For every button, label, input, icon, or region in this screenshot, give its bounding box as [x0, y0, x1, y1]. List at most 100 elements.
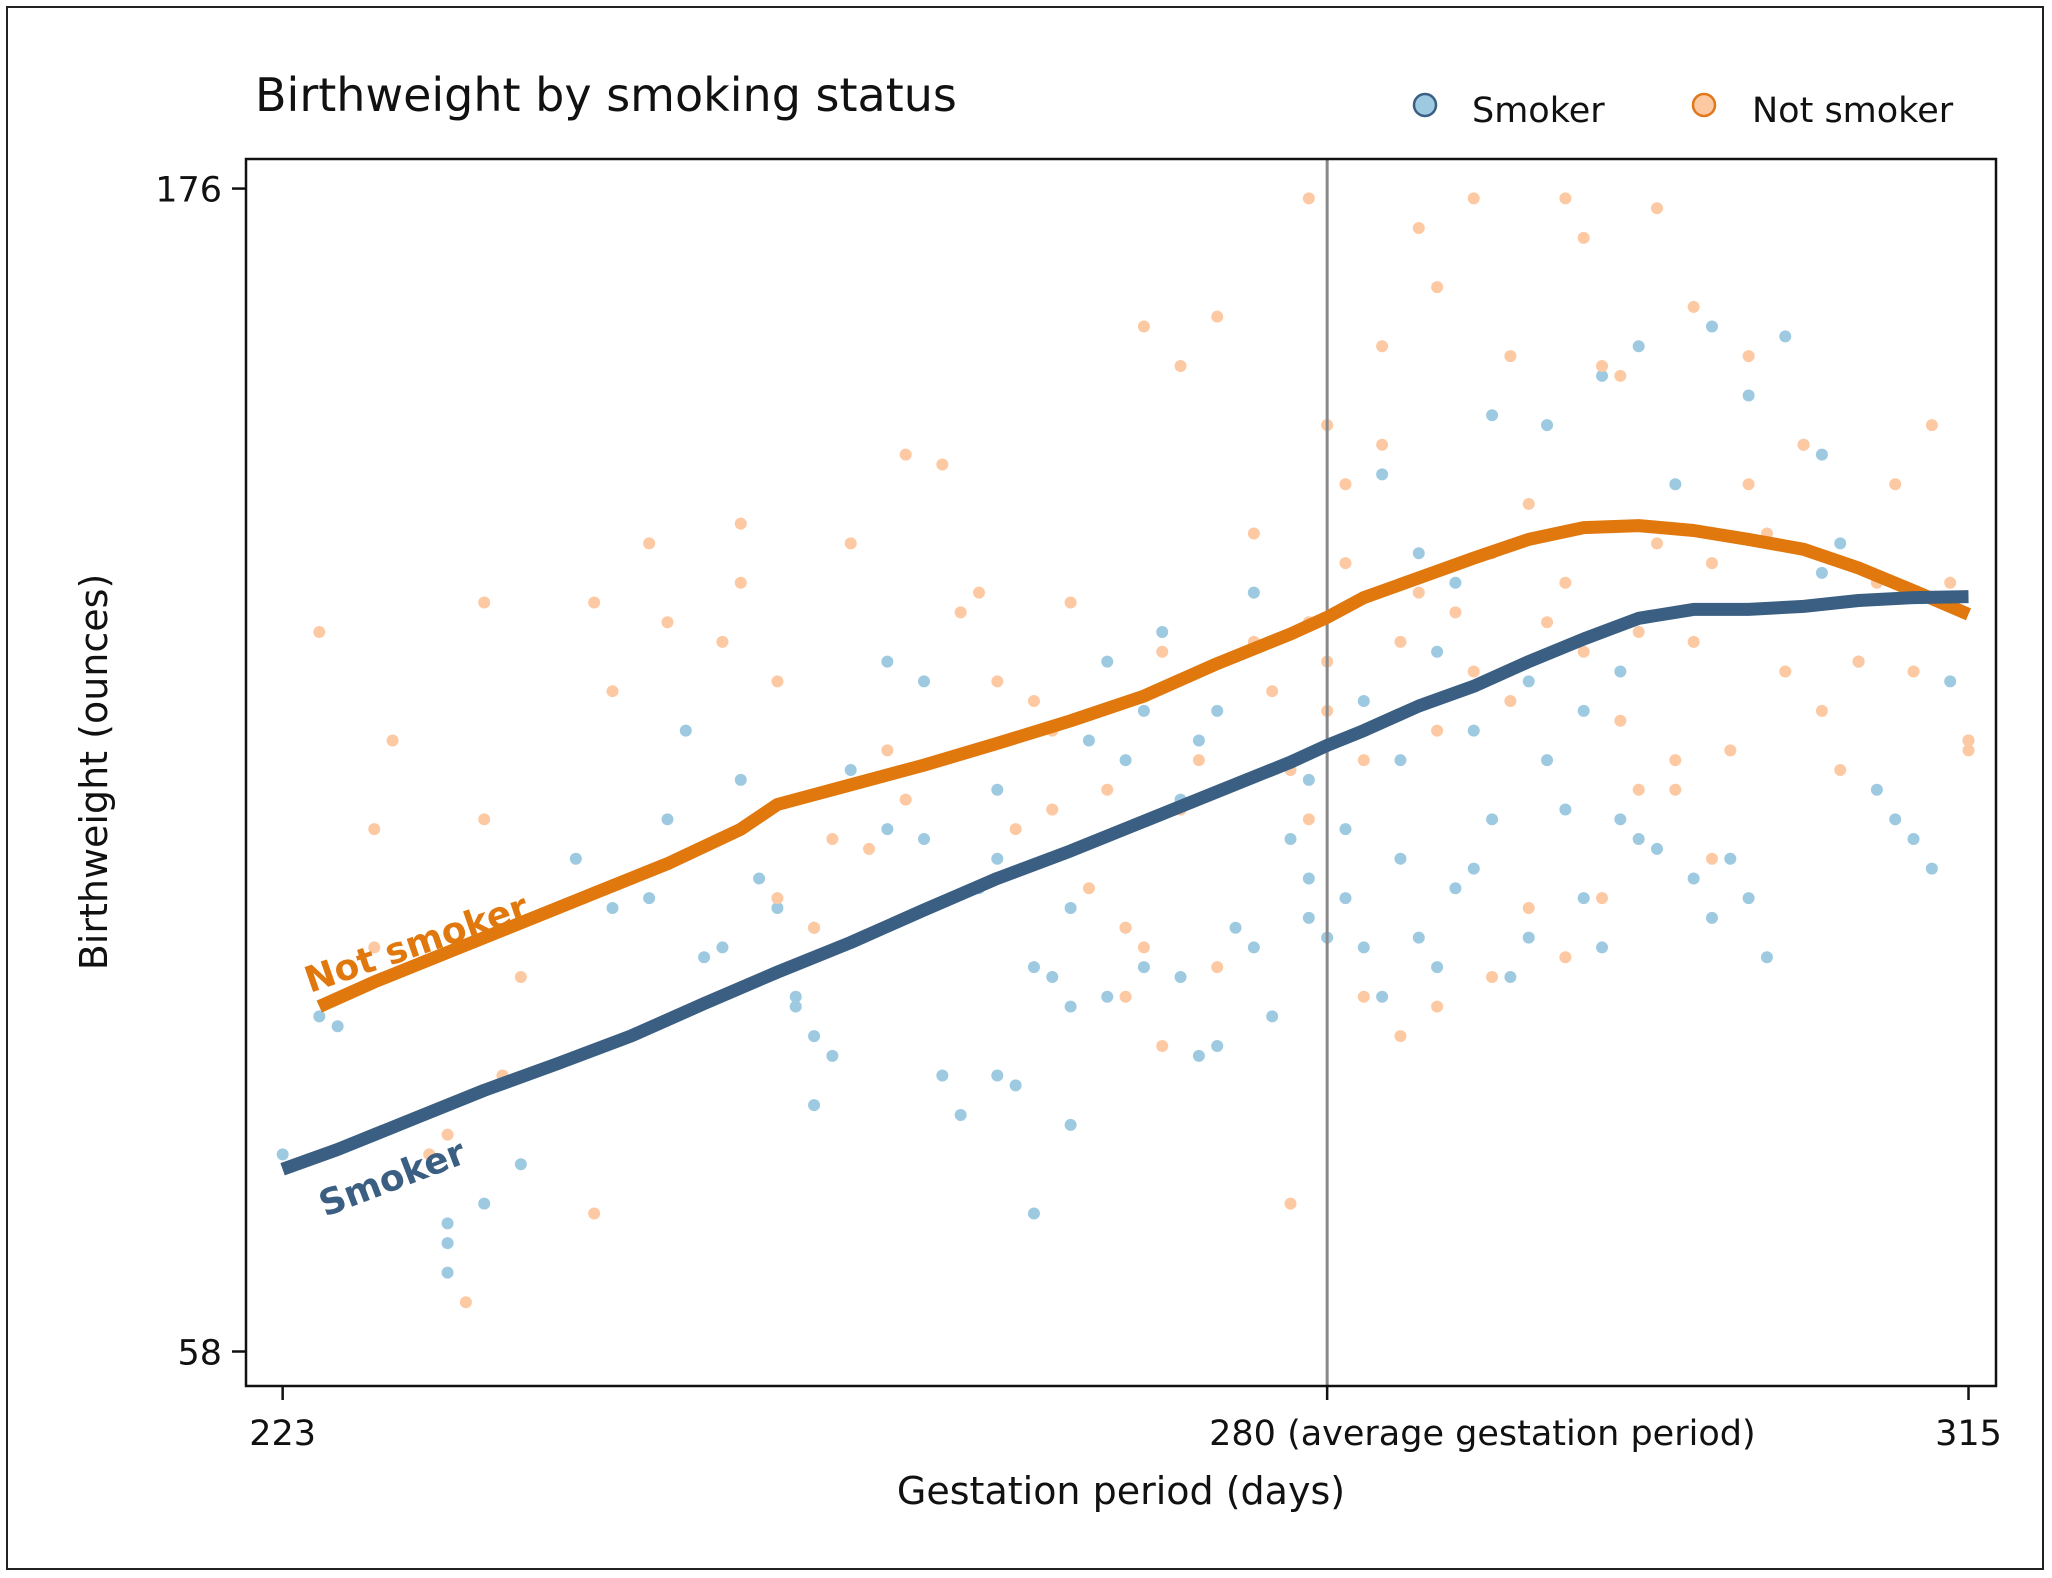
smoker-point: [1541, 419, 1554, 432]
not-smoker-point: [423, 1148, 436, 1161]
not-smoker-point: [313, 626, 326, 639]
not-smoker-point: [1889, 478, 1902, 491]
not-smoker-point: [734, 517, 747, 530]
smoker-point: [1687, 872, 1700, 885]
not-smoker-point: [1650, 537, 1663, 550]
not-smoker-point: [1669, 783, 1682, 796]
smoker-point: [1064, 1118, 1077, 1131]
not-smoker-points: [313, 192, 1975, 1309]
not-smoker-point: [1431, 1000, 1444, 1013]
smoker-point: [991, 852, 1004, 865]
smoker-point: [1614, 665, 1627, 678]
smoker-point: [1522, 931, 1535, 944]
not-smoker-point: [734, 576, 747, 589]
not-smoker-point: [1156, 645, 1169, 658]
smoker-point: [826, 1049, 839, 1062]
not-smoker-point: [643, 537, 656, 550]
smoker-point: [1211, 704, 1224, 717]
not-smoker-point: [1467, 665, 1480, 678]
smoker-point: [1486, 813, 1499, 826]
smoker-point: [1541, 754, 1554, 767]
smoker-point: [1302, 773, 1315, 786]
not-smoker-point: [1705, 557, 1718, 570]
smoker-point: [1870, 783, 1883, 796]
smoker-point: [1907, 833, 1920, 846]
smoker-point: [1339, 823, 1352, 836]
not-smoker-point: [386, 734, 399, 747]
not-smoker-point: [1467, 192, 1480, 205]
smoker-point: [918, 833, 931, 846]
smoker-point: [1632, 833, 1645, 846]
smoker-point: [1449, 576, 1462, 589]
not-smoker-point: [1559, 951, 1572, 964]
not-smoker-point: [1577, 231, 1590, 244]
not-smoker-trend-line: [316, 519, 1972, 1013]
smoker-point: [698, 951, 711, 964]
smoker-point: [1101, 990, 1114, 1003]
not-smoker-point: [1412, 221, 1425, 234]
smoker-point: [1431, 961, 1444, 974]
smoker-point: [1559, 803, 1572, 816]
smoker-point: [991, 1069, 1004, 1082]
smoker-point: [661, 813, 674, 826]
not-smoker-point: [1119, 921, 1132, 934]
smoker-point: [1394, 754, 1407, 767]
not-smoker-point: [1522, 902, 1535, 915]
smoker-point: [1577, 704, 1590, 717]
not-smoker-point: [606, 685, 619, 698]
not-smoker-point: [899, 448, 912, 461]
legend-marker-not-smoker: [1691, 92, 1717, 118]
not-smoker-point: [1174, 359, 1187, 372]
smoker-point: [918, 675, 931, 688]
smoker-point: [1357, 941, 1370, 954]
not-smoker-point: [1687, 635, 1700, 648]
not-smoker-point: [808, 921, 821, 934]
smoker-point: [1412, 547, 1425, 560]
smoker-point: [331, 1020, 344, 1033]
not-smoker-point: [863, 842, 876, 855]
not-smoker-point: [1907, 665, 1920, 678]
x-axis-ticks: 223 280 (average gestation period) 315: [249, 1386, 2002, 1454]
x-tick-label: 315: [1935, 1414, 2002, 1454]
not-smoker-point: [478, 596, 491, 609]
smoker-point: [514, 1158, 527, 1171]
smoker-point: [1376, 990, 1389, 1003]
not-smoker-point: [1339, 557, 1352, 570]
not-smoker-point: [954, 606, 967, 619]
y-tick-label: 58: [177, 1334, 222, 1374]
not-smoker-point: [1650, 202, 1663, 215]
plot-area-border: [244, 157, 1998, 1388]
y-axis-ticks: 176 58: [155, 171, 246, 1374]
not-smoker-point: [1431, 724, 1444, 737]
not-smoker-point: [1705, 852, 1718, 865]
smoker-point: [1577, 892, 1590, 905]
smoker-point: [1376, 468, 1389, 481]
chart-frame: [6, 6, 2044, 1570]
smoker-point: [789, 990, 802, 1003]
not-smoker-point: [368, 941, 381, 954]
not-smoker-point: [1962, 744, 1975, 757]
smoker-point: [1742, 389, 1755, 402]
smoker-point: [1467, 862, 1480, 875]
smoker-point: [1412, 931, 1425, 944]
not-smoker-point: [1156, 1039, 1169, 1052]
not-smoker-curve-label: Not smoker: [300, 887, 534, 1002]
not-smoker-point: [1779, 665, 1792, 678]
legend-marker-smoker: [1412, 92, 1438, 118]
x-axis-label: Gestation period (days): [897, 1469, 1345, 1513]
not-smoker-point: [1082, 882, 1095, 895]
smoker-point: [1357, 695, 1370, 708]
not-smoker-point: [716, 635, 729, 648]
smoker-point: [1779, 330, 1792, 343]
not-smoker-point: [1119, 990, 1132, 1003]
not-smoker-point: [936, 458, 949, 471]
smoker-point: [1467, 724, 1480, 737]
not-smoker-point: [771, 675, 784, 688]
y-tick-label: 176: [155, 171, 222, 211]
not-smoker-point: [1797, 438, 1810, 451]
smoker-point: [1815, 566, 1828, 579]
not-smoker-point: [478, 813, 491, 826]
smoker-point: [808, 1099, 821, 1112]
not-smoker-point: [771, 892, 784, 905]
